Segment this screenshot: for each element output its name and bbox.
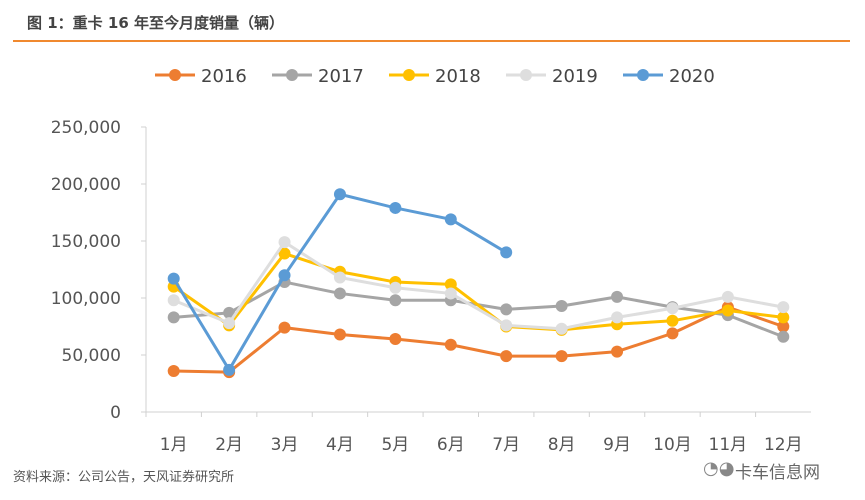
legend-marker-2019 <box>520 69 532 81</box>
data-point-2019 <box>389 281 402 294</box>
data-point-2019 <box>777 301 790 314</box>
source-note: 资料来源：公司公告，天风证券研究所 <box>13 470 235 485</box>
data-point-2019 <box>223 317 236 330</box>
x-tick-label: 3月 <box>271 435 299 455</box>
data-point-2016 <box>666 327 679 340</box>
data-point-2017 <box>223 306 236 319</box>
chart-title: 图 1：重卡 16 年至今月度销量（辆） <box>27 14 284 32</box>
data-point-2018 <box>721 304 734 317</box>
data-point-2020 <box>223 363 236 376</box>
y-tick-label: 250,000 <box>51 118 121 138</box>
y-tick-label: 200,000 <box>51 175 121 195</box>
data-point-2019 <box>611 311 624 324</box>
x-tick-label: 10月 <box>653 435 692 455</box>
data-point-2016 <box>167 364 180 377</box>
x-tick-label: 7月 <box>492 435 520 455</box>
legend-label: 2020 <box>669 66 715 87</box>
data-point-2020 <box>500 246 513 259</box>
legend-label: 2017 <box>318 66 364 87</box>
legend-marker-2020 <box>637 69 649 81</box>
data-point-2018 <box>278 247 291 260</box>
series-line-2018 <box>172 252 784 332</box>
legend-marker-2018 <box>403 69 415 81</box>
y-tick-label: 150,000 <box>51 232 121 252</box>
data-point-2018 <box>444 278 457 291</box>
data-point-2017 <box>167 311 180 324</box>
x-tick-label: 2月 <box>215 435 243 455</box>
x-tick-label: 9月 <box>603 435 631 455</box>
data-point-2018 <box>777 311 790 324</box>
data-point-2019 <box>555 322 568 335</box>
data-point-2020 <box>167 272 180 285</box>
x-tick-label: 12月 <box>764 435 803 455</box>
series-line-2019 <box>173 240 784 331</box>
y-tick-label: 100,000 <box>51 289 121 309</box>
data-point-2019 <box>278 236 291 249</box>
data-point-2016 <box>389 333 402 346</box>
data-point-2020 <box>444 213 457 226</box>
data-point-2020 <box>333 188 346 201</box>
y-tick-label: 50,000 <box>62 346 121 366</box>
x-tick-label: 4月 <box>326 435 354 455</box>
watermark: 卡车信息网 <box>735 463 820 483</box>
legend-label: 2019 <box>552 66 598 87</box>
data-point-2017 <box>333 287 346 300</box>
x-tick-label: 5月 <box>381 435 409 455</box>
data-point-2016 <box>278 321 291 334</box>
data-point-2019 <box>333 271 346 284</box>
x-tick-label: 1月 <box>160 435 188 455</box>
title-divider <box>13 40 850 42</box>
data-point-2019 <box>666 302 679 315</box>
data-point-2016 <box>555 350 568 363</box>
data-point-2019 <box>444 287 457 300</box>
data-point-2019 <box>167 294 180 307</box>
legend-marker-2017 <box>286 69 298 81</box>
data-point-2017 <box>389 294 402 307</box>
data-point-2016 <box>333 328 346 341</box>
legend-label: 2018 <box>435 66 481 87</box>
data-point-2020 <box>389 201 402 214</box>
legend-label: 2016 <box>201 66 247 87</box>
x-tick-label: 8月 <box>548 435 576 455</box>
data-point-2016 <box>611 345 624 358</box>
y-tick-label: 0 <box>110 403 121 423</box>
data-point-2016 <box>777 320 790 333</box>
x-tick-label: 6月 <box>437 435 465 455</box>
x-tick-label: 11月 <box>709 435 748 455</box>
data-point-2017 <box>611 290 624 303</box>
data-point-2019 <box>500 319 513 332</box>
data-point-2017 <box>555 299 568 312</box>
data-point-2020 <box>278 269 291 282</box>
data-point-2017 <box>777 330 790 343</box>
series-line-2016 <box>173 305 784 374</box>
data-point-2017 <box>500 303 513 316</box>
data-point-2016 <box>444 338 457 351</box>
legend-marker-2016 <box>169 69 181 81</box>
data-point-2019 <box>721 290 734 303</box>
data-point-2016 <box>500 350 513 363</box>
data-point-2018 <box>666 314 679 327</box>
wechat-icon: ◔◕ <box>703 458 735 479</box>
